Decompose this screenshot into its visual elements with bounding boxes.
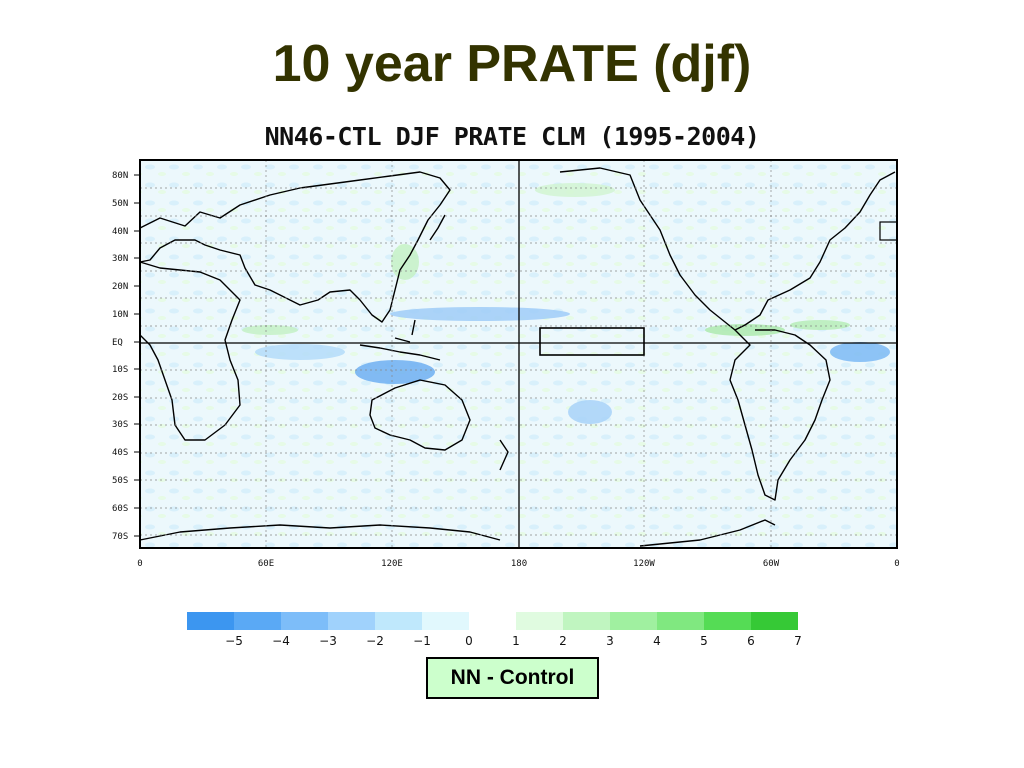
map-title: NN46-CTL DJF PRATE CLM (1995-2004) [264, 122, 760, 151]
lat-label: 50N [112, 199, 128, 209]
patch-indian-green [242, 325, 298, 335]
colorbar-tick-label: −2 [366, 634, 384, 648]
colorbar-swatch [469, 612, 516, 630]
lat-label: 40S [112, 448, 128, 458]
colorbar-swatch [516, 612, 563, 630]
lat-label: 20N [112, 282, 128, 292]
colorbar-swatch [704, 612, 751, 630]
patch-indian-ocean-blue [255, 344, 345, 360]
lon-label: 60W [763, 559, 780, 569]
longitude-labels: 0 60E 120E 180 120W 60W 0 [137, 559, 899, 569]
lat-label: 30N [112, 254, 128, 264]
colorbar-tick-label: 5 [700, 634, 708, 648]
lon-label: 60E [258, 559, 274, 569]
anomaly-patches [242, 183, 890, 424]
colorbar-swatch [657, 612, 704, 630]
coast-africa [139, 261, 241, 441]
colorbar-tick-label: 0 [465, 634, 473, 648]
colorbar-swatch [422, 612, 469, 630]
highlight-box [539, 327, 645, 356]
gridlines [140, 160, 897, 548]
lat-label: 10N [112, 310, 128, 320]
colorbar-swatch [375, 612, 422, 630]
colorbar-tick-label: −5 [225, 634, 243, 648]
coast-north-america [559, 167, 896, 331]
colorbar-swatch [610, 612, 657, 630]
colorbar-tick-label: 6 [747, 634, 755, 648]
lat-label: 70S [112, 532, 128, 542]
coast-south-america [729, 329, 831, 501]
lat-label: 80N [112, 171, 128, 181]
lat-label: 30S [112, 420, 128, 430]
colorbar-swatch [234, 612, 281, 630]
lon-label: 0 [894, 559, 899, 569]
footer-label-box: NN - Control [426, 657, 599, 699]
lat-label: 40N [112, 227, 128, 237]
coast-eurasia [139, 171, 451, 323]
colorbar-tick-label: 7 [794, 634, 802, 648]
lat-label: EQ [112, 338, 123, 348]
colorbar-swatch [187, 612, 234, 630]
colorbar-tick-label: 1 [512, 634, 520, 648]
colorbar-swatch [328, 612, 375, 630]
coast-japan [429, 214, 446, 241]
lon-label: 0 [137, 559, 142, 569]
colorbar-labels: −5 −4 −3 −2 −1 0 1 2 3 4 5 6 7 [225, 634, 802, 648]
patch-atlantic-green [790, 320, 850, 330]
colorbar-tick-label: 3 [606, 634, 614, 648]
lon-label: 120W [633, 559, 655, 569]
colorbar-tick-label: −4 [272, 634, 290, 648]
coast-antarctica [139, 524, 501, 541]
coastlines [139, 167, 896, 547]
patch-central-pacific-blue [390, 307, 570, 321]
latitude-labels: 80N 50N 40N 30N 20N 10N EQ 10S 20S 30S 40S 50S 60S 70… [112, 171, 140, 542]
colorbar-tick-label: −3 [319, 634, 337, 648]
lon-label: 120E [381, 559, 403, 569]
lon-label: 180 [511, 559, 527, 569]
colorbar-tick-label: −1 [413, 634, 431, 648]
patch-maritime-blue [355, 360, 435, 384]
colorbar-swatch [563, 612, 610, 630]
coast-new-zealand [499, 439, 509, 471]
coast-indonesia [359, 319, 441, 361]
colorbar-swatch [751, 612, 798, 630]
patch-spcz-blue [568, 400, 612, 424]
colorbar-tick-label: 2 [559, 634, 567, 648]
coast-australia [369, 379, 471, 451]
coast-antarctic-peninsula [639, 519, 776, 547]
slide-title: 10 year PRATE (djf) [272, 35, 752, 93]
map-panel [139, 159, 898, 549]
colorbar-swatch [281, 612, 328, 630]
colorbar-tick-label: 4 [653, 634, 661, 648]
lat-label: 10S [112, 365, 128, 375]
lat-label: 60S [112, 504, 128, 514]
patch-east-pacific-green [705, 324, 785, 336]
map-frame [139, 159, 898, 549]
lat-label: 50S [112, 476, 128, 486]
patch-north-pacific-green [535, 183, 615, 197]
patch-amazon-blue [830, 342, 890, 362]
colorbar [187, 612, 798, 630]
lat-label: 20S [112, 393, 128, 403]
